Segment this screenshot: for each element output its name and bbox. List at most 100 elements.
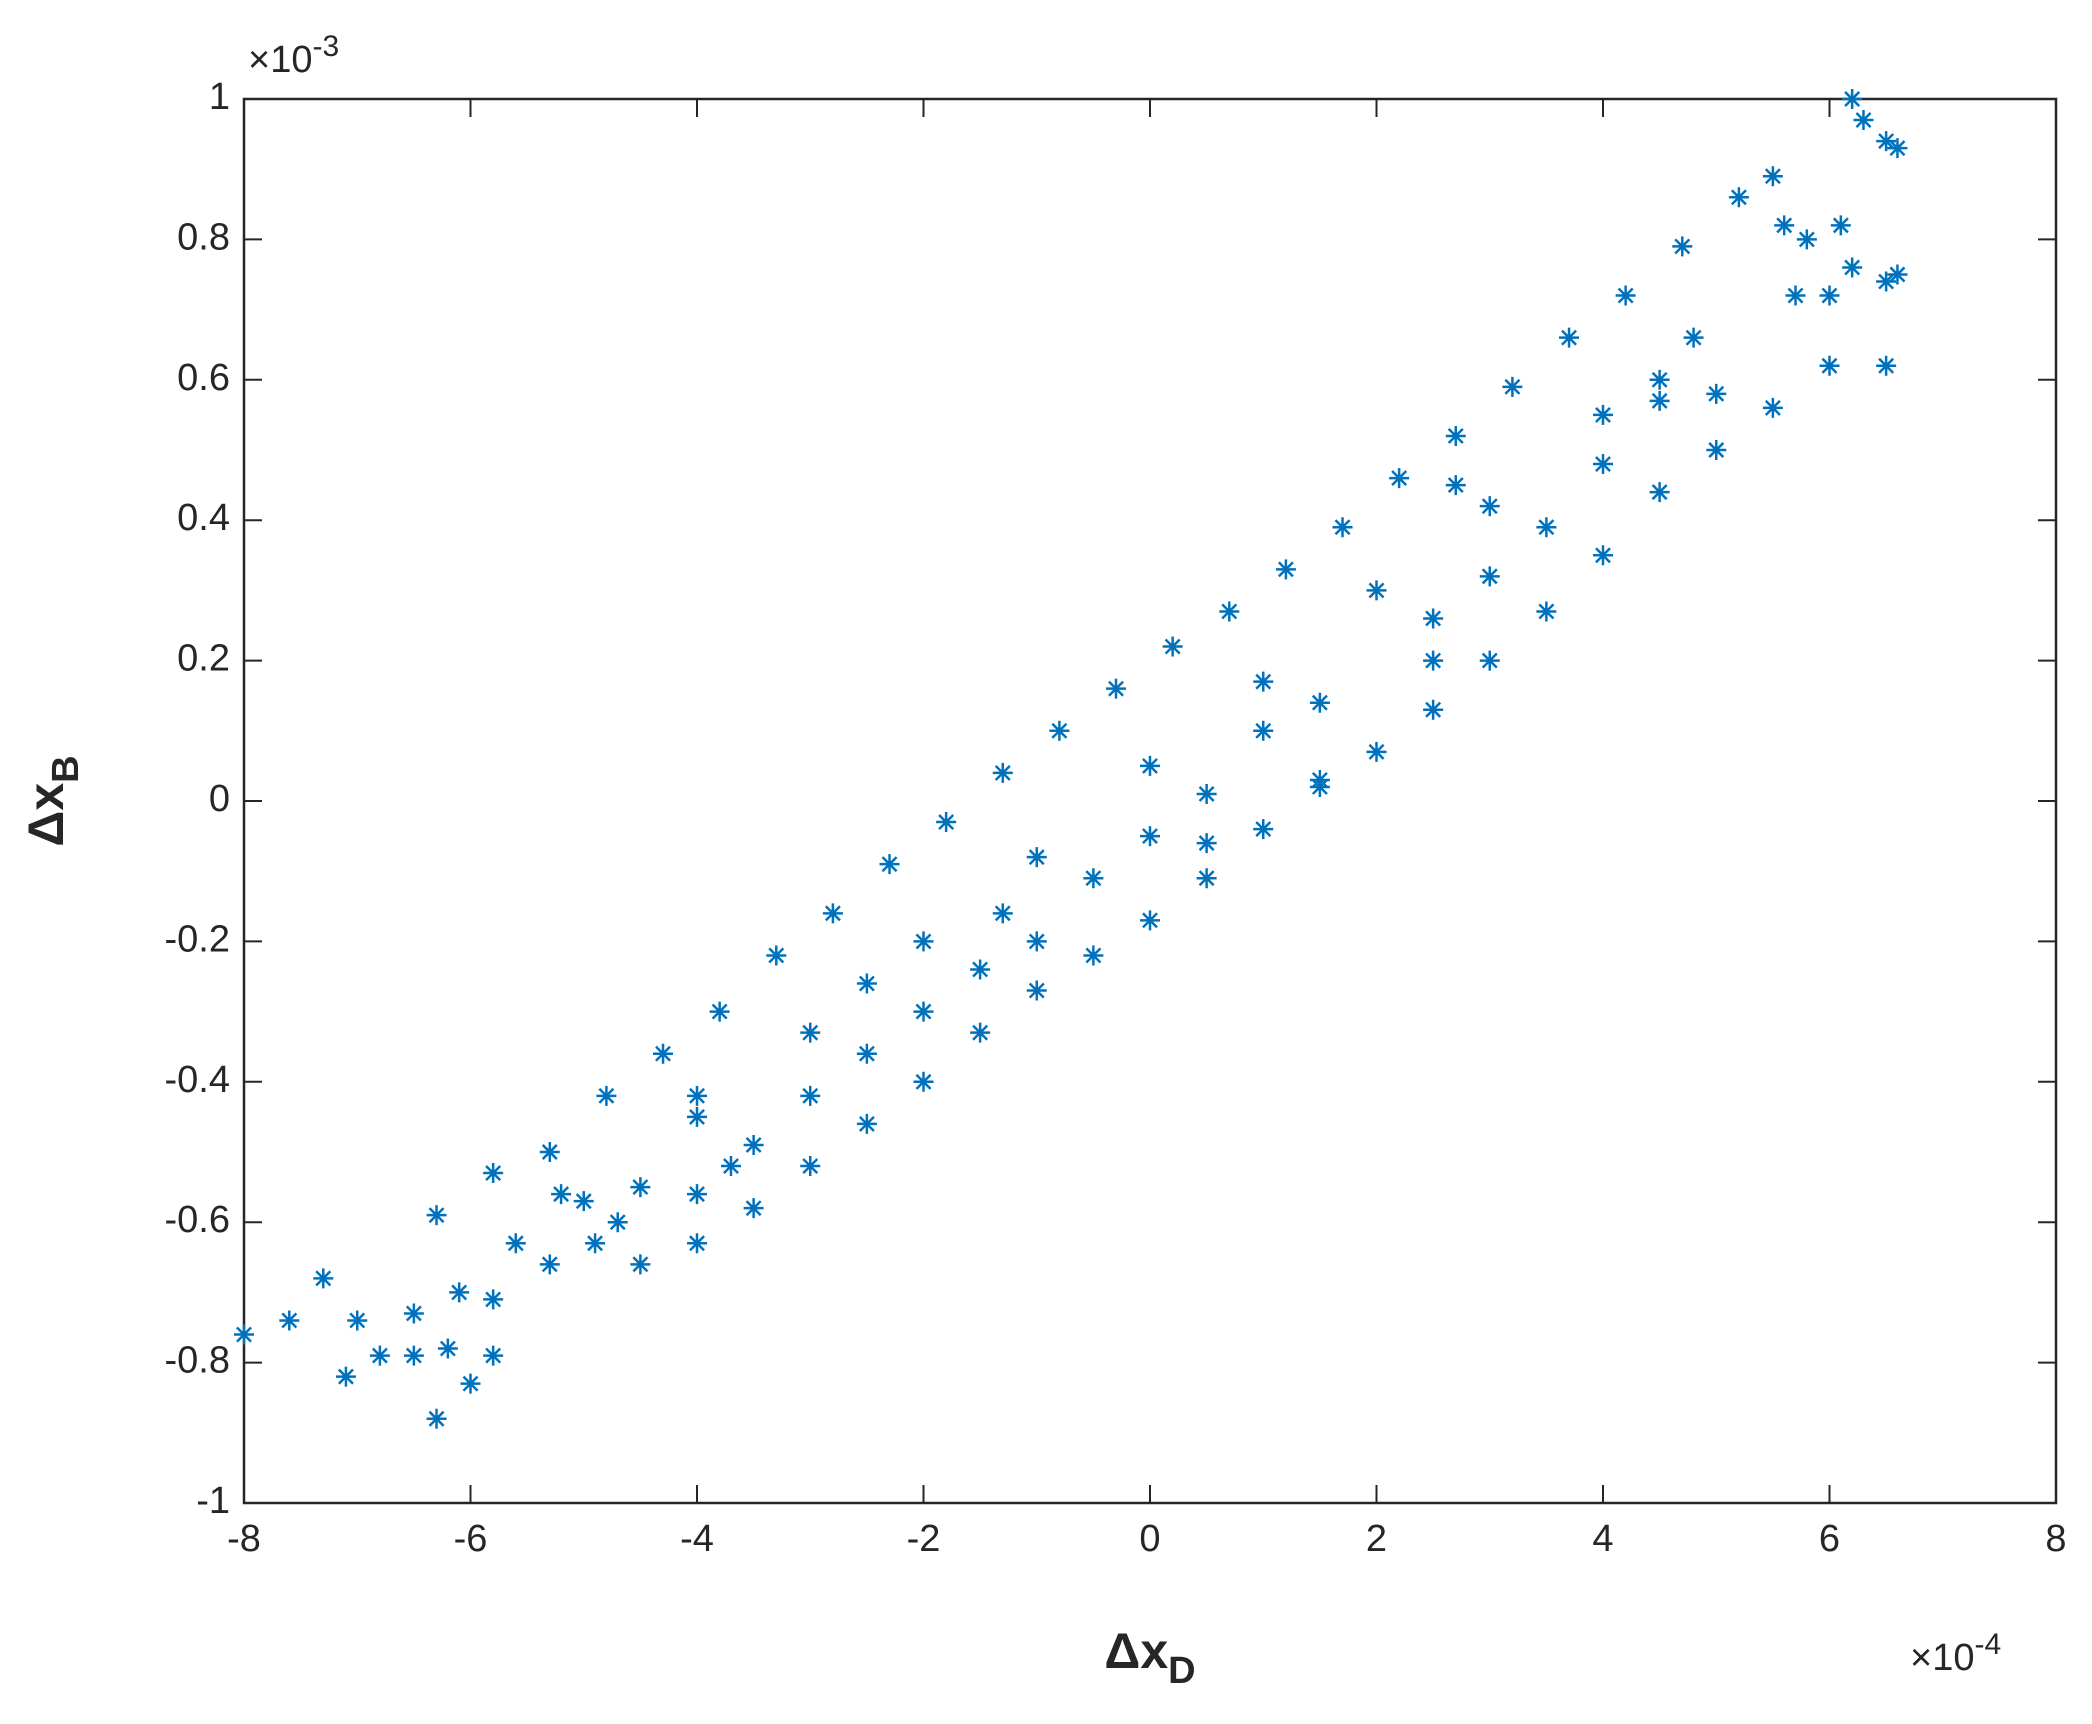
point: [1774, 215, 1795, 236]
point: [437, 1338, 458, 1359]
point: [1728, 187, 1749, 208]
point: [1796, 229, 1817, 250]
point: [1876, 271, 1897, 292]
point: [1536, 601, 1557, 622]
point: [970, 1022, 991, 1043]
point: [1479, 566, 1500, 587]
point: [743, 1134, 764, 1155]
y-tick-label: -0.6: [165, 1199, 230, 1241]
point: [1706, 383, 1727, 404]
point: [1502, 376, 1523, 397]
y-tick-label: 0.6: [177, 357, 230, 399]
point: [1253, 819, 1274, 840]
point: [335, 1366, 356, 1387]
point: [403, 1303, 424, 1324]
point: [1479, 650, 1500, 671]
point: [426, 1205, 447, 1226]
point: [1253, 720, 1274, 741]
point: [709, 1001, 730, 1022]
point: [1219, 601, 1240, 622]
x-multiplier: ×10-4: [1910, 1628, 2001, 1679]
point: [1672, 236, 1693, 257]
point: [1683, 327, 1704, 348]
point: [1876, 355, 1897, 376]
point: [1389, 468, 1410, 489]
y-multiplier: ×10-3: [248, 30, 339, 81]
point: [234, 1324, 254, 1345]
y-tick-label: -1: [196, 1480, 230, 1522]
point: [279, 1310, 300, 1331]
x-multiplier-exp: -4: [1974, 1628, 2001, 1661]
point: [1366, 580, 1387, 601]
point: [970, 959, 991, 980]
y-tick-label: 0: [209, 778, 230, 820]
x-multiplier-base: ×10: [1910, 1637, 1974, 1679]
point: [992, 903, 1013, 924]
point: [687, 1184, 707, 1205]
point: [1479, 496, 1500, 517]
point: [1615, 285, 1636, 306]
y-multiplier-exp: -3: [312, 30, 339, 63]
y-tick-label: -0.2: [165, 918, 230, 960]
point: [1309, 692, 1330, 713]
x-tick-label: 0: [1139, 1518, 1160, 1560]
point: [1762, 166, 1783, 187]
point: [913, 931, 934, 952]
point: [913, 1071, 934, 1092]
point: [630, 1254, 651, 1275]
point: [426, 1408, 447, 1429]
x-tick-label: 8: [2045, 1518, 2066, 1560]
point: [449, 1282, 470, 1303]
point: [539, 1142, 560, 1162]
point: [1253, 671, 1274, 692]
point: [1593, 454, 1613, 475]
point: [630, 1177, 651, 1198]
point: [1275, 559, 1296, 580]
point: [1162, 636, 1183, 657]
point: [573, 1191, 594, 1212]
point: [1762, 397, 1783, 418]
y-tick-label: -0.4: [165, 1059, 230, 1101]
x-axis-label: ΔxD: [1104, 1623, 1195, 1692]
point: [1106, 678, 1127, 699]
point: [1593, 545, 1613, 566]
y-axis-label-sub: B: [45, 755, 87, 782]
point: [1830, 215, 1851, 236]
point: [1026, 931, 1047, 952]
point: [1366, 741, 1387, 762]
x-tick-label: -6: [454, 1518, 488, 1560]
point: [596, 1085, 617, 1106]
point: [1423, 650, 1444, 671]
y-tick-label: 0.4: [177, 497, 230, 539]
point: [483, 1345, 504, 1366]
point: [856, 1113, 877, 1134]
point: [1026, 980, 1047, 1001]
point: [800, 1156, 821, 1177]
point: [1819, 285, 1840, 306]
point: [1593, 404, 1613, 425]
point: [1423, 699, 1444, 720]
point: [1196, 833, 1217, 854]
point: [1332, 517, 1353, 538]
point: [992, 762, 1013, 783]
point: [460, 1373, 481, 1394]
point: [1887, 138, 1908, 159]
point: [1049, 720, 1070, 741]
point: [313, 1268, 334, 1289]
x-tick-label: 2: [1366, 1518, 1387, 1560]
y-axis-label-main: Δx: [18, 783, 74, 847]
point: [1842, 89, 1863, 109]
point: [1026, 847, 1047, 868]
point: [766, 945, 787, 966]
x-axis-label-sub: D: [1168, 1650, 1195, 1692]
plot-frame: [242, 97, 2058, 1505]
point: [1819, 355, 1840, 376]
point: [347, 1310, 368, 1331]
point: [1196, 783, 1217, 804]
point: [1876, 131, 1897, 152]
point: [1887, 264, 1908, 285]
point: [913, 1001, 934, 1022]
point: [936, 812, 957, 833]
point: [1309, 769, 1330, 790]
